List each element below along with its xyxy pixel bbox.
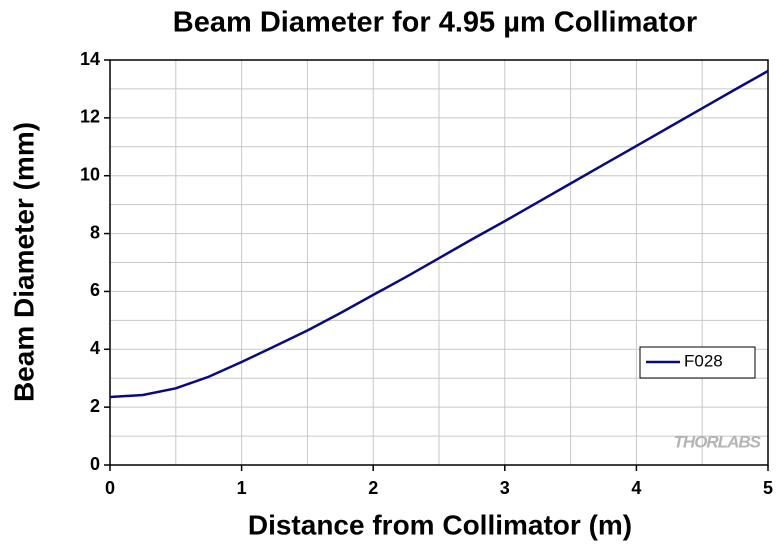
- y-tick-label: 8: [90, 222, 100, 242]
- x-axis-label: Distance from Collimator (m): [248, 509, 632, 540]
- x-tick-label: 0: [105, 478, 115, 498]
- plot-frame: [109, 59, 769, 466]
- y-tick-label: 12: [80, 107, 100, 127]
- legend-label: F028: [684, 351, 723, 370]
- watermark: THORLABS: [674, 432, 762, 451]
- x-tick-label: 2: [368, 478, 378, 498]
- x-tick-label: 3: [500, 478, 510, 498]
- y-tick-label: 2: [90, 396, 100, 416]
- x-tick-label: 1: [237, 478, 247, 498]
- y-tick-label: 10: [80, 164, 100, 184]
- y-tick-label: 4: [90, 338, 100, 358]
- y-tick-label: 6: [90, 280, 100, 300]
- data-line: [109, 69, 769, 399]
- x-tick-label: 5: [763, 478, 773, 498]
- chart-title: Beam Diameter for 4.95 µm Collimator: [173, 7, 697, 39]
- y-axis-label: Beam Diameter (mm): [8, 122, 39, 402]
- y-tick-label: 14: [80, 49, 100, 69]
- y-tick-label: 0: [90, 454, 100, 474]
- x-tick-label: 4: [631, 478, 641, 498]
